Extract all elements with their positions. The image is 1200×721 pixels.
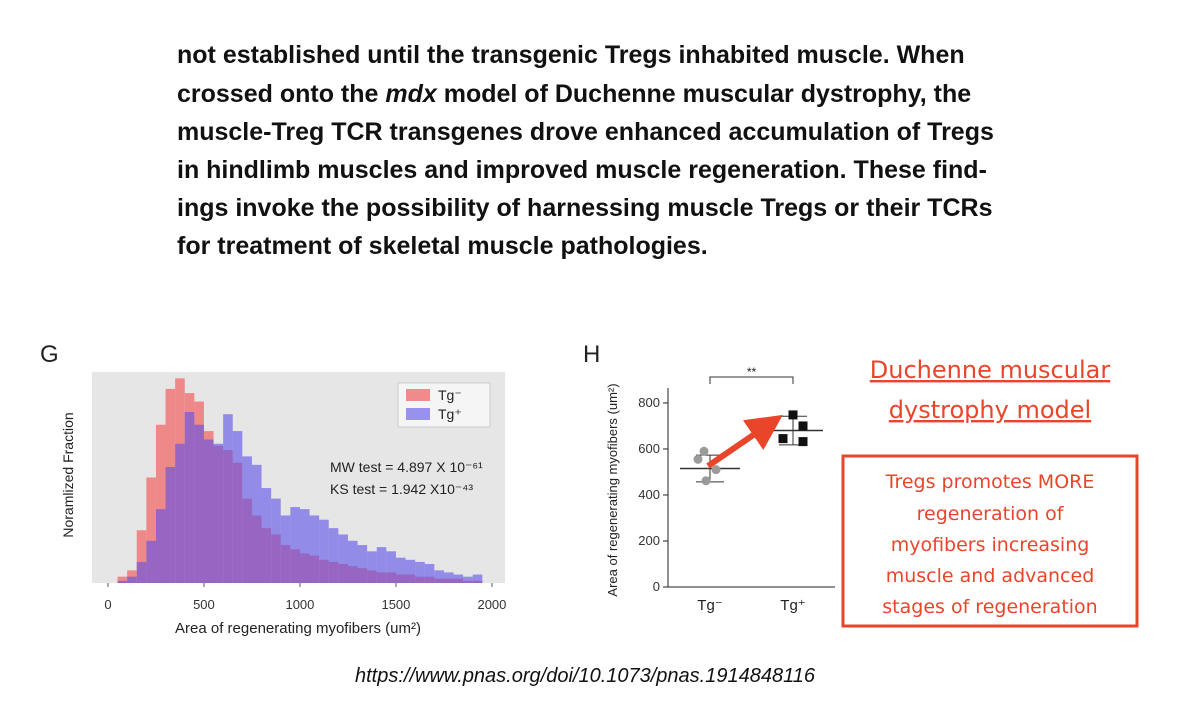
text: crossed onto the	[177, 80, 385, 108]
histogram-bar	[194, 424, 204, 583]
x-tick-label: 1000	[285, 597, 314, 612]
line: muscle-Treg TCR transgenes drove enhance…	[177, 118, 994, 146]
histogram-bar	[175, 443, 185, 583]
callout-title: dystrophy model	[889, 396, 1091, 424]
point	[701, 476, 711, 486]
annotation: KS test = 1.942 X10⁻⁴³	[330, 481, 473, 497]
histogram-bar	[424, 564, 435, 583]
histogram-bar	[319, 519, 329, 583]
point	[798, 421, 808, 431]
y-axis-label: Area of regenerating myofibers (um²)	[605, 383, 620, 596]
source-url: https://www.pnas.org/doi/10.1073/pnas.19…	[355, 665, 816, 687]
histogram-bar	[434, 570, 444, 583]
histogram-bar	[146, 477, 156, 583]
line: crossed onto the mdx model of Duchenne m…	[177, 80, 971, 108]
histogram-bar	[146, 540, 156, 583]
histogram-bar	[415, 561, 425, 583]
callout-text: myofibers increasing	[891, 534, 1090, 556]
histogram-bar	[309, 515, 320, 583]
point	[798, 437, 808, 447]
y-tick-label: 200	[638, 533, 660, 548]
histogram-bar	[242, 456, 252, 583]
x-tick-label: 2000	[477, 597, 506, 612]
histogram-bar	[136, 561, 147, 583]
x-axis-label: Area of regenerating myofibers (um²)	[175, 620, 421, 637]
histogram-bar	[453, 574, 464, 583]
histogram-bar	[280, 515, 291, 583]
histogram-bar	[405, 559, 416, 583]
x-tick-label: Tg⁺	[780, 597, 805, 614]
legend-label: Tg⁺	[438, 406, 462, 422]
arrow	[706, 414, 783, 469]
legend-label: Tg⁻	[438, 387, 462, 403]
legend-swatch	[406, 408, 430, 420]
callout-text: stages of regeneration	[882, 596, 1097, 618]
histogram-bar	[443, 572, 454, 583]
x-tick-label: 1500	[381, 597, 410, 612]
y-tick-label: 800	[638, 395, 660, 410]
abstract: not established until the transgenic Tre…	[177, 41, 994, 260]
point	[711, 465, 721, 475]
histogram-bar	[127, 576, 137, 583]
callout-text: muscle and advanced	[886, 565, 1095, 587]
histogram-bar	[299, 509, 310, 583]
histogram-bar	[338, 534, 348, 583]
point	[788, 410, 798, 420]
histogram-bar	[155, 424, 166, 583]
callout-title: Duchenne muscular	[870, 356, 1111, 384]
callout: Duchenne muscular dystrophy model Tregs …	[841, 356, 1139, 628]
histogram-bar	[347, 540, 358, 583]
y-axis-label: Noramlized Fraction	[60, 412, 76, 537]
histogram-bar	[213, 443, 224, 583]
panel-label: H	[583, 341, 600, 368]
histogram-bar	[117, 576, 128, 583]
histogram-bar	[376, 547, 387, 583]
text: model of Duchenne muscular dystrophy, th…	[437, 80, 971, 108]
callout-box	[841, 454, 1139, 628]
histogram-bar	[261, 488, 272, 583]
histogram-bar	[367, 551, 377, 583]
histogram-bar	[232, 431, 243, 583]
histogram-bar	[472, 574, 483, 583]
histogram-bar	[203, 439, 214, 583]
point	[778, 434, 788, 444]
point	[693, 454, 703, 464]
histogram-bar	[395, 557, 406, 583]
line: for treatment of skeletal muscle patholo…	[177, 232, 708, 260]
text: mdx	[385, 80, 438, 108]
histogram-bar	[357, 545, 368, 583]
callout-text: regeneration of	[917, 503, 1065, 525]
histogram-bar	[290, 507, 300, 583]
histogram-bar	[223, 414, 233, 583]
x-tick-label: 0	[104, 597, 111, 612]
line: ings invoke the possibility of harnessin…	[177, 194, 992, 222]
y-tick-label: 0	[653, 579, 660, 594]
line: in hindlimb muscles and improved muscle …	[177, 156, 987, 184]
annotation: MW test = 4.897 X 10⁻⁶¹	[330, 459, 483, 475]
x-tick-label: 500	[193, 597, 215, 612]
histogram-bar	[328, 528, 339, 583]
x-tick-label: Tg⁻	[697, 597, 722, 614]
histogram-bar	[251, 464, 262, 583]
histogram-bar	[463, 576, 473, 583]
histogram-bar	[155, 509, 166, 583]
line: not established until the transgenic Tre…	[177, 41, 965, 69]
histogram-bar	[271, 498, 281, 583]
histogram-bar	[386, 551, 396, 583]
point	[699, 446, 709, 456]
y-tick-label: 600	[638, 441, 660, 456]
panel-label: G	[40, 341, 59, 368]
histogram-bar	[117, 580, 128, 583]
significance-bracket	[709, 376, 794, 384]
histogram-bar	[165, 466, 176, 583]
significance-label: **	[747, 365, 757, 379]
callout-text: Tregs promotes MORE	[885, 471, 1095, 493]
histogram-bar	[184, 412, 195, 583]
histogram-bar	[136, 530, 147, 583]
legend-swatch	[406, 389, 430, 401]
y-tick-label: 400	[638, 487, 660, 502]
